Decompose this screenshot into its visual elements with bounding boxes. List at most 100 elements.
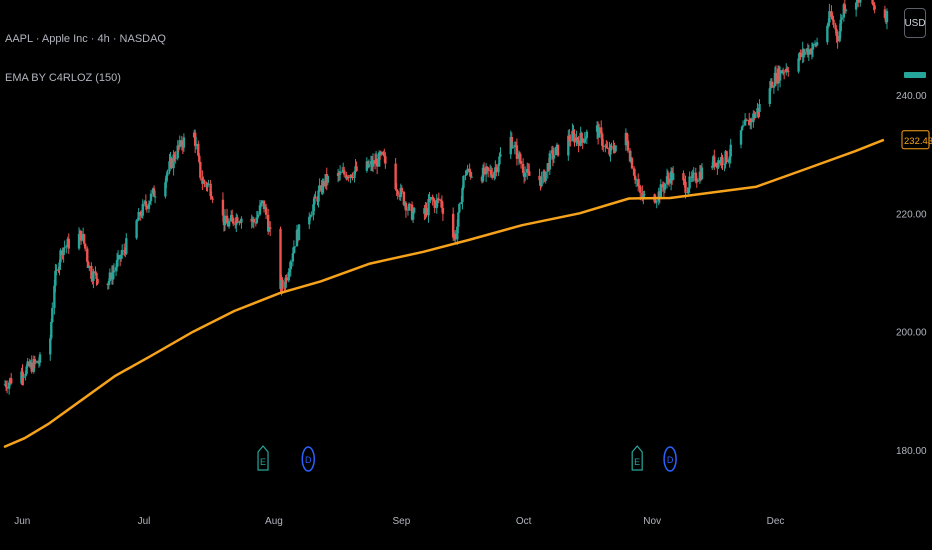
candle-body [240,218,243,223]
candle-body [605,145,608,148]
candle-body [121,250,124,256]
candle-body [745,119,749,121]
earnings-marker-label: E [634,457,640,467]
candle-body [739,130,743,145]
candle-body [407,204,411,210]
candle-body [340,171,344,173]
candle-body [871,0,874,4]
candle-body [433,200,436,209]
dividend-marker [663,446,677,472]
candle-body [255,217,259,224]
candle-body [116,255,120,260]
candle-body [729,144,732,157]
candle-body [67,238,70,249]
candle-body [556,144,560,156]
candle-body [572,130,575,134]
candle-body [384,156,387,164]
candle-body [198,155,201,162]
candle-body [482,167,486,175]
candle-body [838,31,841,42]
candle-body [77,233,81,249]
candle-body [568,135,571,141]
candle-body [63,247,66,249]
candle-body [55,269,58,272]
candle-body [696,180,700,182]
candle-body [152,188,156,197]
candle-body [139,211,142,216]
candle-body [811,44,815,50]
candle-body [519,161,523,164]
candle-body [53,285,56,309]
candle-body [466,168,469,173]
candle-body [173,154,176,159]
candle-body [33,359,37,363]
candle-body [460,202,463,205]
candle-body [313,196,316,205]
candle-body [82,234,86,244]
candle-body [350,174,353,177]
candle-body [172,154,175,169]
x-tick-label: Oct [516,516,532,527]
candle-body [435,200,438,209]
candle-body [317,190,320,202]
candle-body [630,158,634,169]
candle-body [581,138,584,143]
x-tick-label: Aug [265,516,283,527]
ema-layer [3,138,885,449]
candle-body [577,140,580,146]
candle-body [665,176,669,184]
candle-body [518,153,522,162]
candle-body [609,145,612,155]
candle-body [287,272,290,281]
candle-body [634,179,638,181]
candle-body [210,196,213,199]
candle-body [193,132,197,146]
candle-body [470,176,473,178]
candle-body [147,203,151,209]
candle-body [486,167,490,171]
candle-body [266,214,270,232]
candle-body [750,118,753,123]
candle-body [774,72,778,84]
candle-body [107,281,111,286]
candle-body [36,361,40,363]
candle-body [787,70,790,72]
candle-body [663,183,667,190]
indicator-label[interactable]: EMA BY C4RLOZ (150) [5,72,121,84]
candle-body [432,198,435,201]
candle-body [639,186,642,193]
candle-body [856,0,860,3]
y-tick-label: 220.00 [896,209,927,220]
candle-body [495,167,498,173]
candle-body [86,248,89,262]
candle-body [137,211,140,221]
candle-body [601,133,604,146]
candle-body [687,188,690,193]
candle-body [602,145,605,147]
dividend-marker-label: D [667,455,674,465]
candle-body [740,126,744,131]
candle-body [394,163,397,190]
candle-body [831,16,834,20]
x-tick-label: Jun [14,516,30,527]
candle-body [326,175,329,183]
candle-body [580,132,583,139]
candle-body [885,11,889,23]
candle-body [87,261,90,269]
candle-body [65,245,68,248]
candle-body [351,176,354,178]
candle-body [441,207,445,214]
candle-body [429,197,432,201]
ema-value-tag [901,130,930,150]
candle-body [770,81,774,88]
candle-body [408,204,412,206]
candle-body [427,199,430,216]
candle-body [632,168,636,176]
currency-button[interactable]: USD [904,8,926,38]
candle-body [606,147,609,149]
earnings-marker [257,445,269,471]
candle-body [803,51,806,55]
candle-body [371,160,375,167]
candle-body [404,202,408,211]
